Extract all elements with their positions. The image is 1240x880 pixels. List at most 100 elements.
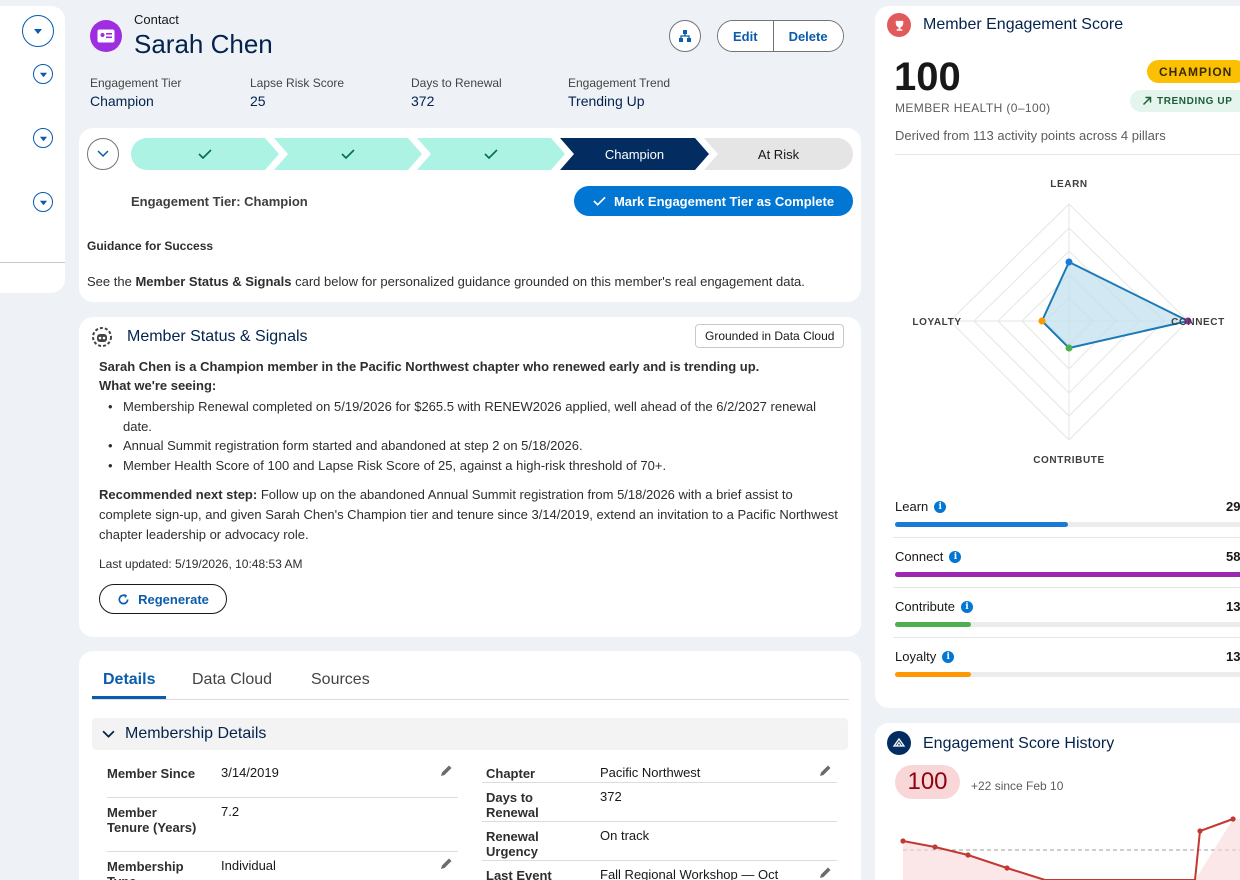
signals-title: Member Status & Signals xyxy=(127,328,308,345)
signals-bullet: Member Health Score of 100 and Lapse Ris… xyxy=(107,456,827,476)
path-stage-champion[interactable]: Champion xyxy=(560,138,709,170)
tab-details[interactable]: Details xyxy=(103,671,156,688)
pillar-bar-track xyxy=(895,672,1240,677)
pillar-name-label: Loyalty xyxy=(895,649,937,664)
radar-point-contribute xyxy=(1065,344,1073,352)
info-icon[interactable]: i xyxy=(949,550,962,563)
history-point xyxy=(1230,816,1236,822)
info-icon[interactable]: i xyxy=(960,600,973,613)
info-icon[interactable]: i xyxy=(942,650,955,663)
history-icon xyxy=(887,731,911,755)
guidance-text-bold: Member Status & Signals xyxy=(135,274,292,289)
sidebar-expand-button-3[interactable] xyxy=(33,128,53,148)
field-label-renewal-urgency: Renewal Urgency xyxy=(486,829,539,859)
pillar-bar-fill xyxy=(895,522,1068,527)
info-icon[interactable]: i xyxy=(934,500,947,513)
path-stage-complete-3[interactable] xyxy=(417,138,565,170)
field-value-last-event: Fall Regional Workshop — Oct xyxy=(600,867,779,880)
regenerate-button[interactable]: Regenerate xyxy=(99,584,227,614)
checkmark-icon xyxy=(593,196,606,206)
highlight-label: Engagement Trend xyxy=(568,76,671,90)
chevron-down-icon xyxy=(97,150,109,158)
radar-label-connect: CONNECT xyxy=(1171,317,1225,328)
edit-button[interactable]: Edit xyxy=(718,21,773,51)
highlight-engagement-tier: Engagement Tier Champion xyxy=(90,76,181,109)
mark-stage-complete-label: Mark Engagement Tier as Complete xyxy=(613,193,835,209)
tab-active-indicator xyxy=(92,696,166,699)
guidance-text: See the Member Status & Signals card bel… xyxy=(87,274,805,289)
sidebar-expand-button-2[interactable] xyxy=(33,64,53,84)
hierarchy-button[interactable] xyxy=(669,20,701,52)
edit-pencil-icon[interactable] xyxy=(439,764,453,778)
signals-last-updated: Last updated: 5/19/2026, 10:48:53 AM xyxy=(99,557,303,571)
contact-card-icon xyxy=(90,20,122,52)
chevron-down-icon xyxy=(39,200,47,205)
highlight-label: Days to Renewal xyxy=(411,76,502,90)
path-stage-complete-1[interactable] xyxy=(131,138,279,170)
pillar-value: 13 xyxy=(1226,599,1240,614)
next-step-text: Follow up on the abandoned Annual Summit… xyxy=(99,487,838,542)
chevron-down-icon xyxy=(39,72,47,77)
field-value-membership-type: Individual xyxy=(221,858,276,873)
history-point xyxy=(1197,828,1203,834)
radar-label-learn: LEARN xyxy=(1050,179,1087,190)
checkmark-icon xyxy=(341,149,355,159)
history-delta: +22 since Feb 10 xyxy=(971,779,1064,793)
next-step-label: Recommended next step: xyxy=(99,487,258,502)
agent-icon xyxy=(91,326,113,351)
radar-area xyxy=(1040,260,1191,350)
pillar-bar-fill xyxy=(895,672,971,677)
edit-pencil-icon[interactable] xyxy=(439,857,453,871)
field-divider xyxy=(107,797,458,798)
field-divider xyxy=(482,860,837,861)
member-signals-card xyxy=(79,317,861,637)
highlight-value: Trending Up xyxy=(568,93,645,109)
field-label-last-event: Last Event xyxy=(486,868,552,880)
signals-bullet-list: Membership Renewal completed on 5/19/202… xyxy=(107,397,827,475)
mark-stage-complete-button[interactable]: Mark Engagement Tier as Complete xyxy=(574,186,853,216)
field-value-member-since: 3/14/2019 xyxy=(221,765,279,780)
path-stage-complete-2[interactable] xyxy=(274,138,422,170)
pillar-learn: Learn i xyxy=(895,499,947,514)
history-point xyxy=(965,852,971,858)
pillar-value: 58 xyxy=(1226,549,1240,564)
highlight-label: Engagement Tier xyxy=(90,76,182,90)
field-label-member-tenure: Member Tenure (Years) xyxy=(107,805,197,835)
radar-point-learn xyxy=(1065,258,1073,266)
tab-data-cloud[interactable]: Data Cloud xyxy=(192,671,273,688)
history-point xyxy=(1004,865,1010,871)
checkmark-icon xyxy=(198,149,212,159)
path-stage-at-risk[interactable]: At Risk xyxy=(704,138,853,170)
pillar-bar-fill xyxy=(895,572,1240,577)
pillar-bar-track xyxy=(895,622,1240,627)
sidebar-expand-button-1[interactable] xyxy=(22,15,54,47)
trend-chip: TRENDING UP xyxy=(1130,90,1240,112)
sidebar-expand-button-4[interactable] xyxy=(33,192,53,212)
radar-point-loyalty xyxy=(1038,317,1046,325)
trend-up-icon xyxy=(1142,96,1152,106)
regenerate-label: Regenerate xyxy=(138,591,209,607)
tier-chip: CHAMPION xyxy=(1147,60,1240,83)
radar-label-contribute: CONTRIBUTE xyxy=(1033,455,1105,466)
guidance-title: Guidance for Success xyxy=(87,239,214,253)
record-action-group: Edit Delete xyxy=(717,20,844,52)
history-point xyxy=(900,838,906,844)
edit-pencil-icon[interactable] xyxy=(818,866,832,880)
signals-bullet: Membership Renewal completed on 5/19/202… xyxy=(107,397,827,436)
pillar-bar-track xyxy=(895,572,1240,577)
membership-details-section-header[interactable]: Membership Details xyxy=(92,718,848,750)
tab-sources[interactable]: Sources xyxy=(311,671,370,688)
pillar-value: 29 xyxy=(1226,499,1240,514)
delete-button[interactable]: Delete xyxy=(772,21,843,51)
pillar-value: 13 xyxy=(1226,649,1240,664)
score-history-line-chart xyxy=(900,816,1240,880)
highlight-lapse-risk: Lapse Risk Score 25 xyxy=(250,76,344,109)
edit-pencil-icon[interactable] xyxy=(818,764,832,778)
field-divider xyxy=(107,851,458,852)
pillar-divider xyxy=(893,587,1240,588)
pillar-name-label: Contribute xyxy=(895,599,955,614)
path-collapse-button[interactable] xyxy=(87,138,119,170)
signals-summary: Sarah Chen is a Champion member in the P… xyxy=(99,359,760,374)
engagement-divider xyxy=(895,154,1240,155)
history-line xyxy=(902,818,1234,880)
